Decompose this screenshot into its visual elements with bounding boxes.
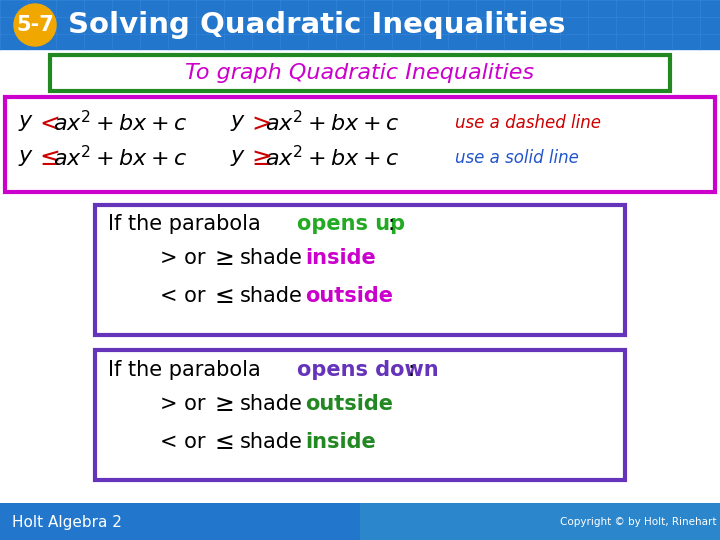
Text: $ax^2 + bx + c$: $ax^2 + bx + c$ <box>265 110 399 136</box>
Text: If the parabola: If the parabola <box>108 214 267 234</box>
Text: shade: shade <box>240 394 303 414</box>
Text: :: : <box>388 214 395 234</box>
FancyBboxPatch shape <box>0 0 720 50</box>
Text: $\leq$: $\leq$ <box>210 430 234 454</box>
FancyBboxPatch shape <box>50 55 670 91</box>
Text: $\geq$: $\geq$ <box>210 392 234 416</box>
Text: $y$: $y$ <box>18 148 34 168</box>
Text: opens down: opens down <box>297 360 438 380</box>
Text: $ax^2 + bx + c$: $ax^2 + bx + c$ <box>265 145 399 171</box>
Text: If the parabola: If the parabola <box>108 360 267 380</box>
Text: $y$: $y$ <box>18 113 34 133</box>
Text: $y$: $y$ <box>230 148 246 168</box>
Text: :: : <box>408 360 415 380</box>
Text: > or: > or <box>160 248 205 268</box>
Text: shade: shade <box>240 248 303 268</box>
Text: To graph Quadratic Inequalities: To graph Quadratic Inequalities <box>186 63 534 83</box>
Text: $ax^2 + bx + c$: $ax^2 + bx + c$ <box>53 145 187 171</box>
Text: < or: < or <box>160 432 205 452</box>
Text: > or: > or <box>160 394 205 414</box>
Text: $\leq$: $\leq$ <box>35 146 60 170</box>
Text: $>$: $>$ <box>247 111 272 135</box>
Text: opens up: opens up <box>297 214 405 234</box>
Text: Solving Quadratic Inequalities: Solving Quadratic Inequalities <box>68 11 565 39</box>
Text: shade: shade <box>240 286 303 306</box>
Text: outside: outside <box>305 394 393 414</box>
FancyBboxPatch shape <box>95 350 625 480</box>
Text: outside: outside <box>305 286 393 306</box>
Text: $\geq$: $\geq$ <box>210 246 234 270</box>
Text: $ax^2 + bx + c$: $ax^2 + bx + c$ <box>53 110 187 136</box>
Text: shade: shade <box>240 432 303 452</box>
Circle shape <box>14 4 56 46</box>
Text: < or: < or <box>160 286 205 306</box>
Text: use a solid line: use a solid line <box>455 149 579 167</box>
FancyBboxPatch shape <box>360 503 720 540</box>
Text: inside: inside <box>305 432 376 452</box>
Text: $<$: $<$ <box>35 111 60 135</box>
Text: $y$: $y$ <box>230 113 246 133</box>
Text: $\geq$: $\geq$ <box>247 146 272 170</box>
Text: inside: inside <box>305 248 376 268</box>
Text: $\leq$: $\leq$ <box>210 284 234 308</box>
Text: use a dashed line: use a dashed line <box>455 114 601 132</box>
Text: Holt Algebra 2: Holt Algebra 2 <box>12 515 122 530</box>
Text: Copyright © by Holt, Rinehart and Winston. All Rights Reserved.: Copyright © by Holt, Rinehart and Winsto… <box>560 517 720 527</box>
FancyBboxPatch shape <box>95 205 625 335</box>
Text: 5-7: 5-7 <box>16 15 54 35</box>
FancyBboxPatch shape <box>5 97 715 192</box>
FancyBboxPatch shape <box>0 503 720 540</box>
